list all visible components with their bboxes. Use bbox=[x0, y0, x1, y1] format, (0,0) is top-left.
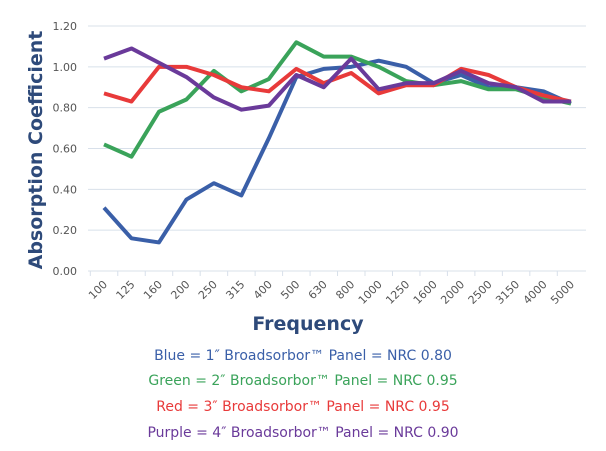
series-line-red bbox=[103, 64, 572, 104]
x-tick-label: 3150 bbox=[493, 278, 522, 307]
x-tick-label: 500 bbox=[278, 278, 302, 302]
x-axis-label: Frequency bbox=[252, 313, 364, 335]
legend-purple: Purple = 4″ Broadsorbor™ Panel = NRC 0.9… bbox=[147, 425, 459, 441]
x-tick-label: 800 bbox=[333, 278, 357, 302]
x-tick-label: 200 bbox=[168, 278, 192, 302]
x-tick-label: 630 bbox=[306, 278, 330, 302]
x-tick-label: 250 bbox=[196, 278, 220, 302]
x-tick-label: 5000 bbox=[548, 278, 577, 307]
y-tick-label: 0.40 bbox=[53, 183, 78, 196]
x-tick-label: 4000 bbox=[521, 278, 550, 307]
series-line-blue bbox=[102, 58, 572, 245]
x-tick-label: 1250 bbox=[383, 278, 412, 307]
y-tick-label: 0.00 bbox=[53, 265, 78, 278]
series-line-green bbox=[103, 40, 572, 159]
legend-green: Green = 2″ Broadsorbor™ Panel = NRC 0.95 bbox=[148, 373, 458, 389]
x-tick-label: 315 bbox=[223, 278, 247, 302]
x-tick-label: 1000 bbox=[356, 278, 385, 307]
x-tick-label: 125 bbox=[114, 278, 138, 302]
x-tick-label: 160 bbox=[141, 278, 165, 302]
legend-blue: Blue = 1″ Broadsorbor™ Panel = NRC 0.80 bbox=[154, 348, 452, 364]
x-tick-label: 1600 bbox=[411, 278, 440, 307]
x-tick-label: 2000 bbox=[438, 278, 467, 307]
y-tick-label: 1.20 bbox=[53, 20, 78, 33]
y-tick-label: 1.00 bbox=[53, 61, 78, 74]
series-line-purple bbox=[103, 46, 571, 112]
x-tick-label: 2500 bbox=[466, 278, 495, 307]
legend-red: Red = 3″ Broadsorbor™ Panel = NRC 0.95 bbox=[156, 399, 450, 415]
x-tick-label: 100 bbox=[86, 278, 110, 302]
y-tick-label: 0.80 bbox=[53, 102, 78, 115]
x-tick-label: 400 bbox=[251, 278, 275, 302]
y-tick-label: 0.20 bbox=[53, 224, 78, 237]
y-axis-label: Absorption Coefficient bbox=[25, 31, 47, 270]
y-tick-label: 0.60 bbox=[53, 143, 78, 156]
